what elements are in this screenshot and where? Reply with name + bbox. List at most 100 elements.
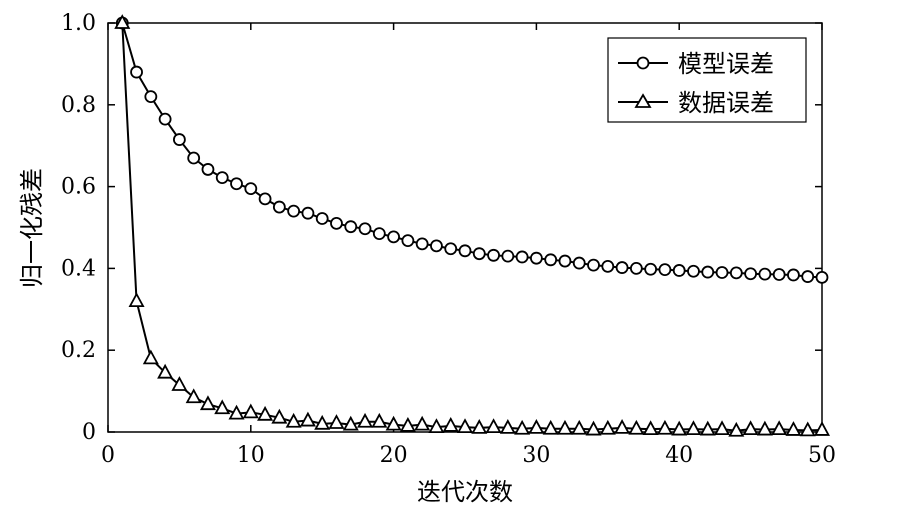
data-point-triangle bbox=[214, 399, 231, 415]
data-point-triangle bbox=[357, 412, 374, 428]
legend-item-model-error: 模型误差 bbox=[618, 50, 774, 78]
data-point-circle bbox=[558, 254, 572, 268]
x-tick-label: 40 bbox=[665, 443, 693, 468]
series-model-error bbox=[115, 16, 829, 284]
data-point-circle bbox=[772, 268, 786, 281]
y-tick-label: 0.6 bbox=[61, 175, 96, 200]
data-point-circle bbox=[287, 204, 301, 218]
data-point-circle bbox=[729, 266, 743, 280]
data-point-circle bbox=[501, 249, 515, 263]
legend-item-data-error: 数据误差 bbox=[618, 89, 774, 117]
data-point-circle bbox=[372, 227, 386, 241]
data-point-circle bbox=[315, 212, 329, 225]
data-point-triangle bbox=[456, 418, 474, 433]
data-point-circle bbox=[258, 192, 272, 206]
data-point-triangle bbox=[471, 419, 488, 434]
data-point-circle bbox=[615, 261, 629, 274]
data-point-circle bbox=[644, 262, 658, 276]
data-point-triangle bbox=[257, 405, 274, 421]
data-point-circle bbox=[487, 248, 500, 262]
data-point-triangle bbox=[399, 416, 416, 432]
data-point-circle bbox=[230, 177, 243, 191]
series-layer bbox=[114, 14, 831, 437]
data-point-triangle bbox=[142, 349, 159, 365]
data-point-circle bbox=[458, 244, 472, 258]
data-point-triangle bbox=[499, 419, 516, 434]
data-point-triangle bbox=[642, 420, 659, 436]
data-point-circle bbox=[301, 206, 315, 220]
data-point-triangle bbox=[728, 421, 745, 437]
data-point-triangle bbox=[485, 418, 502, 433]
data-point-circle bbox=[472, 247, 486, 261]
data-point-triangle bbox=[185, 388, 202, 404]
data-point-triangle bbox=[157, 363, 174, 379]
data-point-circle bbox=[572, 256, 586, 270]
y-tick-label: 0.8 bbox=[61, 93, 96, 118]
data-point-circle bbox=[444, 242, 458, 256]
data-point-circle bbox=[787, 268, 800, 282]
y-tick-label: 0.2 bbox=[61, 338, 96, 363]
data-point-triangle bbox=[199, 395, 216, 411]
legend-box bbox=[607, 37, 807, 123]
x-tick-label: 0 bbox=[101, 443, 115, 468]
y-axis: 0 0.2 0.4 0.6 0.8 1.0 bbox=[61, 11, 822, 445]
data-point-triangle bbox=[242, 403, 259, 419]
data-point-circle bbox=[387, 230, 401, 244]
data-point-circle bbox=[701, 265, 715, 279]
data-point-triangle bbox=[428, 418, 445, 433]
data-point-triangle bbox=[299, 411, 316, 427]
data-point-circle bbox=[672, 264, 686, 277]
legend-triangle-marker bbox=[634, 93, 652, 108]
data-point-circle bbox=[187, 151, 201, 165]
data-point-triangle bbox=[628, 419, 645, 435]
data-point-triangle bbox=[328, 414, 345, 429]
data-point-triangle bbox=[699, 420, 716, 436]
x-tick-label: 20 bbox=[380, 443, 408, 468]
x-axis: 0 10 20 30 40 50 bbox=[101, 23, 836, 468]
x-axis-title: 迭代次数 bbox=[417, 478, 513, 506]
data-point-circle bbox=[144, 90, 158, 104]
y-tick-label: 0 bbox=[82, 420, 96, 445]
data-point-circle bbox=[430, 239, 443, 253]
data-point-triangle bbox=[314, 414, 331, 430]
data-point-triangle bbox=[585, 420, 602, 436]
x-tick-label: 50 bbox=[808, 443, 836, 468]
data-point-triangle bbox=[542, 419, 559, 435]
data-point-circle bbox=[201, 163, 215, 176]
data-point-circle bbox=[815, 270, 829, 284]
data-point-triangle bbox=[271, 408, 288, 424]
data-point-triangle bbox=[813, 421, 831, 436]
legend-label-model-error: 模型误差 bbox=[678, 50, 774, 78]
data-point-triangle bbox=[442, 416, 459, 432]
data-point-circle bbox=[130, 65, 143, 79]
data-point-circle bbox=[244, 182, 258, 196]
x-tick-label: 30 bbox=[522, 443, 550, 468]
series-data-error bbox=[114, 14, 831, 437]
data-point-triangle bbox=[714, 420, 731, 436]
data-point-triangle bbox=[571, 419, 588, 435]
y-axis-title: 归一化残差 bbox=[18, 168, 46, 288]
data-point-circle bbox=[715, 266, 729, 279]
data-point-circle bbox=[544, 253, 558, 267]
data-point-circle bbox=[358, 222, 372, 236]
y-tick-label: 1.0 bbox=[61, 11, 96, 36]
legend-label-data-error: 数据误差 bbox=[678, 89, 774, 117]
data-point-triangle bbox=[785, 421, 802, 436]
data-point-circle bbox=[515, 250, 529, 264]
x-tick-label: 10 bbox=[237, 443, 265, 468]
data-point-triangle bbox=[599, 419, 616, 435]
legend: 模型误差 数据误差 bbox=[607, 37, 807, 123]
data-point-circle bbox=[215, 171, 229, 185]
data-point-triangle bbox=[285, 412, 302, 428]
data-point-triangle bbox=[385, 415, 402, 431]
data-point-circle bbox=[801, 270, 815, 283]
data-point-triangle bbox=[671, 420, 688, 436]
data-point-circle bbox=[344, 220, 358, 234]
data-point-circle bbox=[530, 251, 543, 265]
data-point-circle bbox=[330, 217, 343, 230]
data-point-circle bbox=[587, 258, 600, 272]
data-point-circle bbox=[629, 261, 643, 275]
data-point-triangle bbox=[228, 404, 245, 420]
data-point-circle bbox=[658, 263, 672, 277]
data-point-triangle bbox=[556, 419, 573, 435]
